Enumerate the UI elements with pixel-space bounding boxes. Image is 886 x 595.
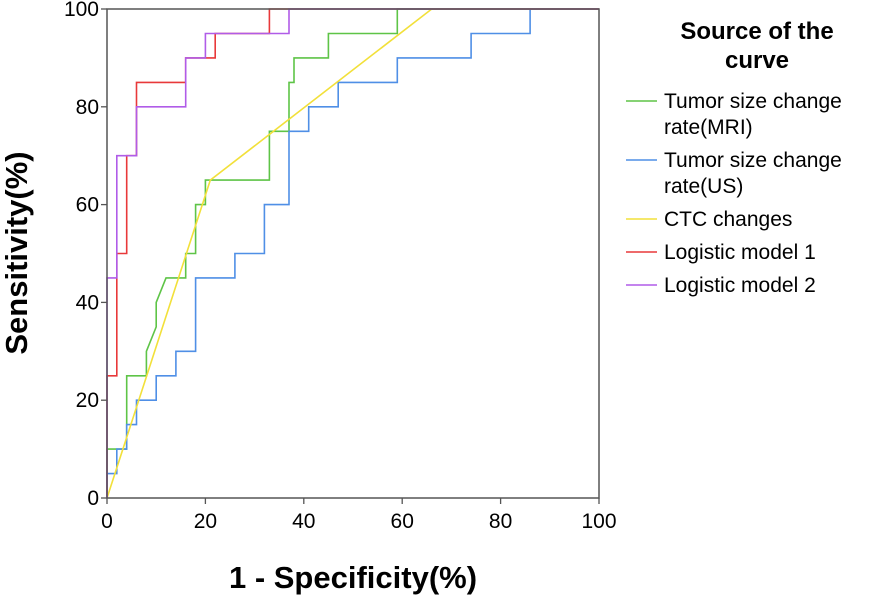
x-tick-label: 0 — [101, 510, 113, 533]
y-tick-label: 0 — [87, 487, 99, 510]
x-tick-label: 100 — [581, 510, 616, 533]
legend-entry-4: Logistic model 1 — [626, 241, 816, 264]
axis-ticks: 0 20 40 60 80 100 0 20 40 60 80 100 — [64, 0, 617, 533]
y-tick-label: 60 — [76, 194, 99, 217]
series-line-1 — [106, 8, 599, 498]
legend-title-line-2: curve — [725, 47, 789, 74]
legend-label: rate(MRI) — [664, 116, 753, 139]
x-tick-label: 80 — [489, 510, 512, 533]
legend-entry-2: Tumor size change rate(US) — [626, 149, 842, 198]
legend-label: Logistic model 1 — [664, 241, 816, 264]
legend-entry-3: CTC changes — [626, 208, 792, 231]
legend-entry-1: Tumor size change rate(MRI) — [626, 90, 842, 139]
y-tick-label: 80 — [76, 96, 99, 119]
y-tick-label: 100 — [64, 0, 99, 21]
series-lines — [106, 8, 599, 499]
legend-label: Tumor size change — [664, 90, 842, 113]
x-tick-label: 20 — [194, 510, 217, 533]
x-axis-title: 1 - Specificity(%) — [229, 560, 477, 595]
legend: Source of the curve Tumor size change rat… — [626, 18, 842, 297]
legend-label: Logistic model 2 — [664, 274, 816, 297]
legend-title-line-1: Source of the — [680, 18, 833, 45]
x-tick-label: 60 — [391, 510, 414, 533]
legend-label: CTC changes — [664, 208, 792, 231]
y-tick-label: 40 — [76, 291, 99, 314]
legend-entry-5: Logistic model 2 — [626, 274, 816, 297]
y-tick-label: 20 — [76, 389, 99, 412]
series-line-5 — [106, 8, 599, 498]
legend-label: Tumor size change — [664, 149, 842, 172]
plot-area-frame — [106, 8, 600, 499]
x-tick-label: 40 — [292, 510, 315, 533]
series-line-2 — [106, 8, 599, 498]
legend-label: rate(US) — [664, 175, 743, 198]
y-axis-title: Sensitivity(%) — [0, 151, 34, 354]
